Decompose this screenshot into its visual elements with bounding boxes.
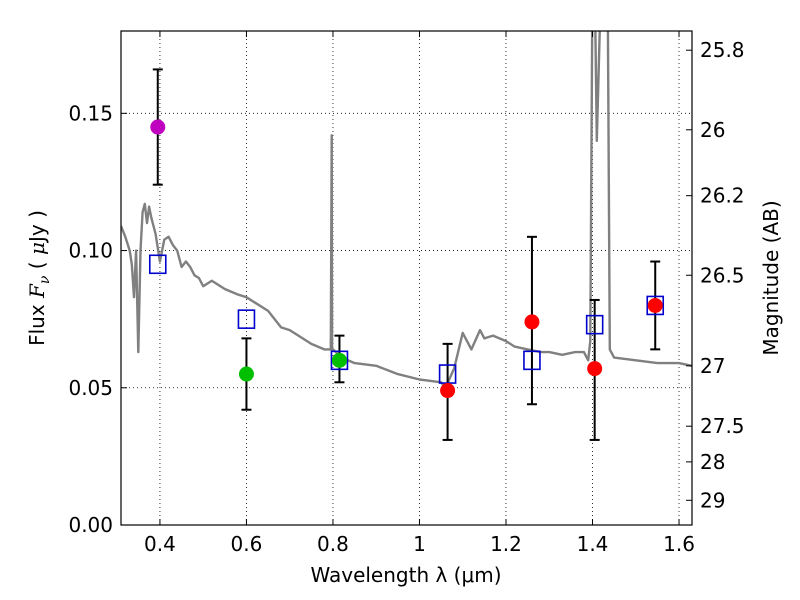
y2-tick-label: 26.5 — [700, 263, 745, 287]
x-tick-label: 1 — [413, 532, 426, 556]
obs-red-point — [647, 297, 663, 313]
y2-tick-label: 26 — [700, 118, 725, 142]
x-tick-label: 1.6 — [663, 532, 695, 556]
y-axis-label: Flux Fν ( μJy ) — [25, 210, 53, 346]
x-tick-label: 1.2 — [490, 532, 522, 556]
x-tick-label: 0.4 — [144, 532, 176, 556]
model-bands-square — [585, 314, 604, 335]
obs-purple-point — [150, 119, 166, 135]
spectrum-layer — [121, 31, 692, 389]
obs-red-point — [440, 383, 456, 399]
y-tick-label: 0.05 — [68, 376, 113, 400]
y2-tick-label: 27.5 — [700, 414, 745, 438]
y-tick-label: 0.00 — [68, 513, 113, 537]
y-tick-label: 0.15 — [68, 101, 113, 125]
obs-green-point — [238, 366, 254, 382]
y2-tick-label: 26.2 — [700, 184, 745, 208]
x-axis-label: Wavelength λ (μm) — [310, 563, 501, 587]
ticks: 0.4 0.6 0.8 1 1.2 1.4 1.6 0.00 0.05 0.10 0.15 25.8 2… — [68, 31, 745, 556]
plot-frame — [120, 30, 693, 526]
y2-tick-label: 28 — [700, 450, 725, 474]
model-bands-square — [523, 350, 541, 371]
obs-red-point — [524, 314, 540, 330]
y2-axis-label: Magnitude (AB) — [759, 200, 783, 355]
y2-tick-label: 25.8 — [700, 38, 745, 62]
obs-green-point — [331, 352, 347, 368]
model-spectrum-line — [121, 31, 692, 389]
y2-tick-label: 29 — [700, 488, 725, 512]
x-tick-label: 0.8 — [317, 532, 349, 556]
marker-layer — [148, 119, 665, 399]
errorbar-layer — [152, 68, 661, 441]
model-bands-square — [237, 309, 256, 329]
y2-tick-label: 27 — [700, 354, 725, 378]
model-bands-square — [148, 254, 167, 275]
x-tick-label: 0.6 — [231, 532, 263, 556]
obs-red-point — [587, 361, 603, 377]
grid — [121, 31, 692, 526]
model-bands-square — [330, 350, 349, 371]
model-bands-square — [646, 295, 665, 316]
y-tick-label: 0.10 — [68, 239, 113, 263]
x-tick-label: 1.4 — [577, 532, 609, 556]
